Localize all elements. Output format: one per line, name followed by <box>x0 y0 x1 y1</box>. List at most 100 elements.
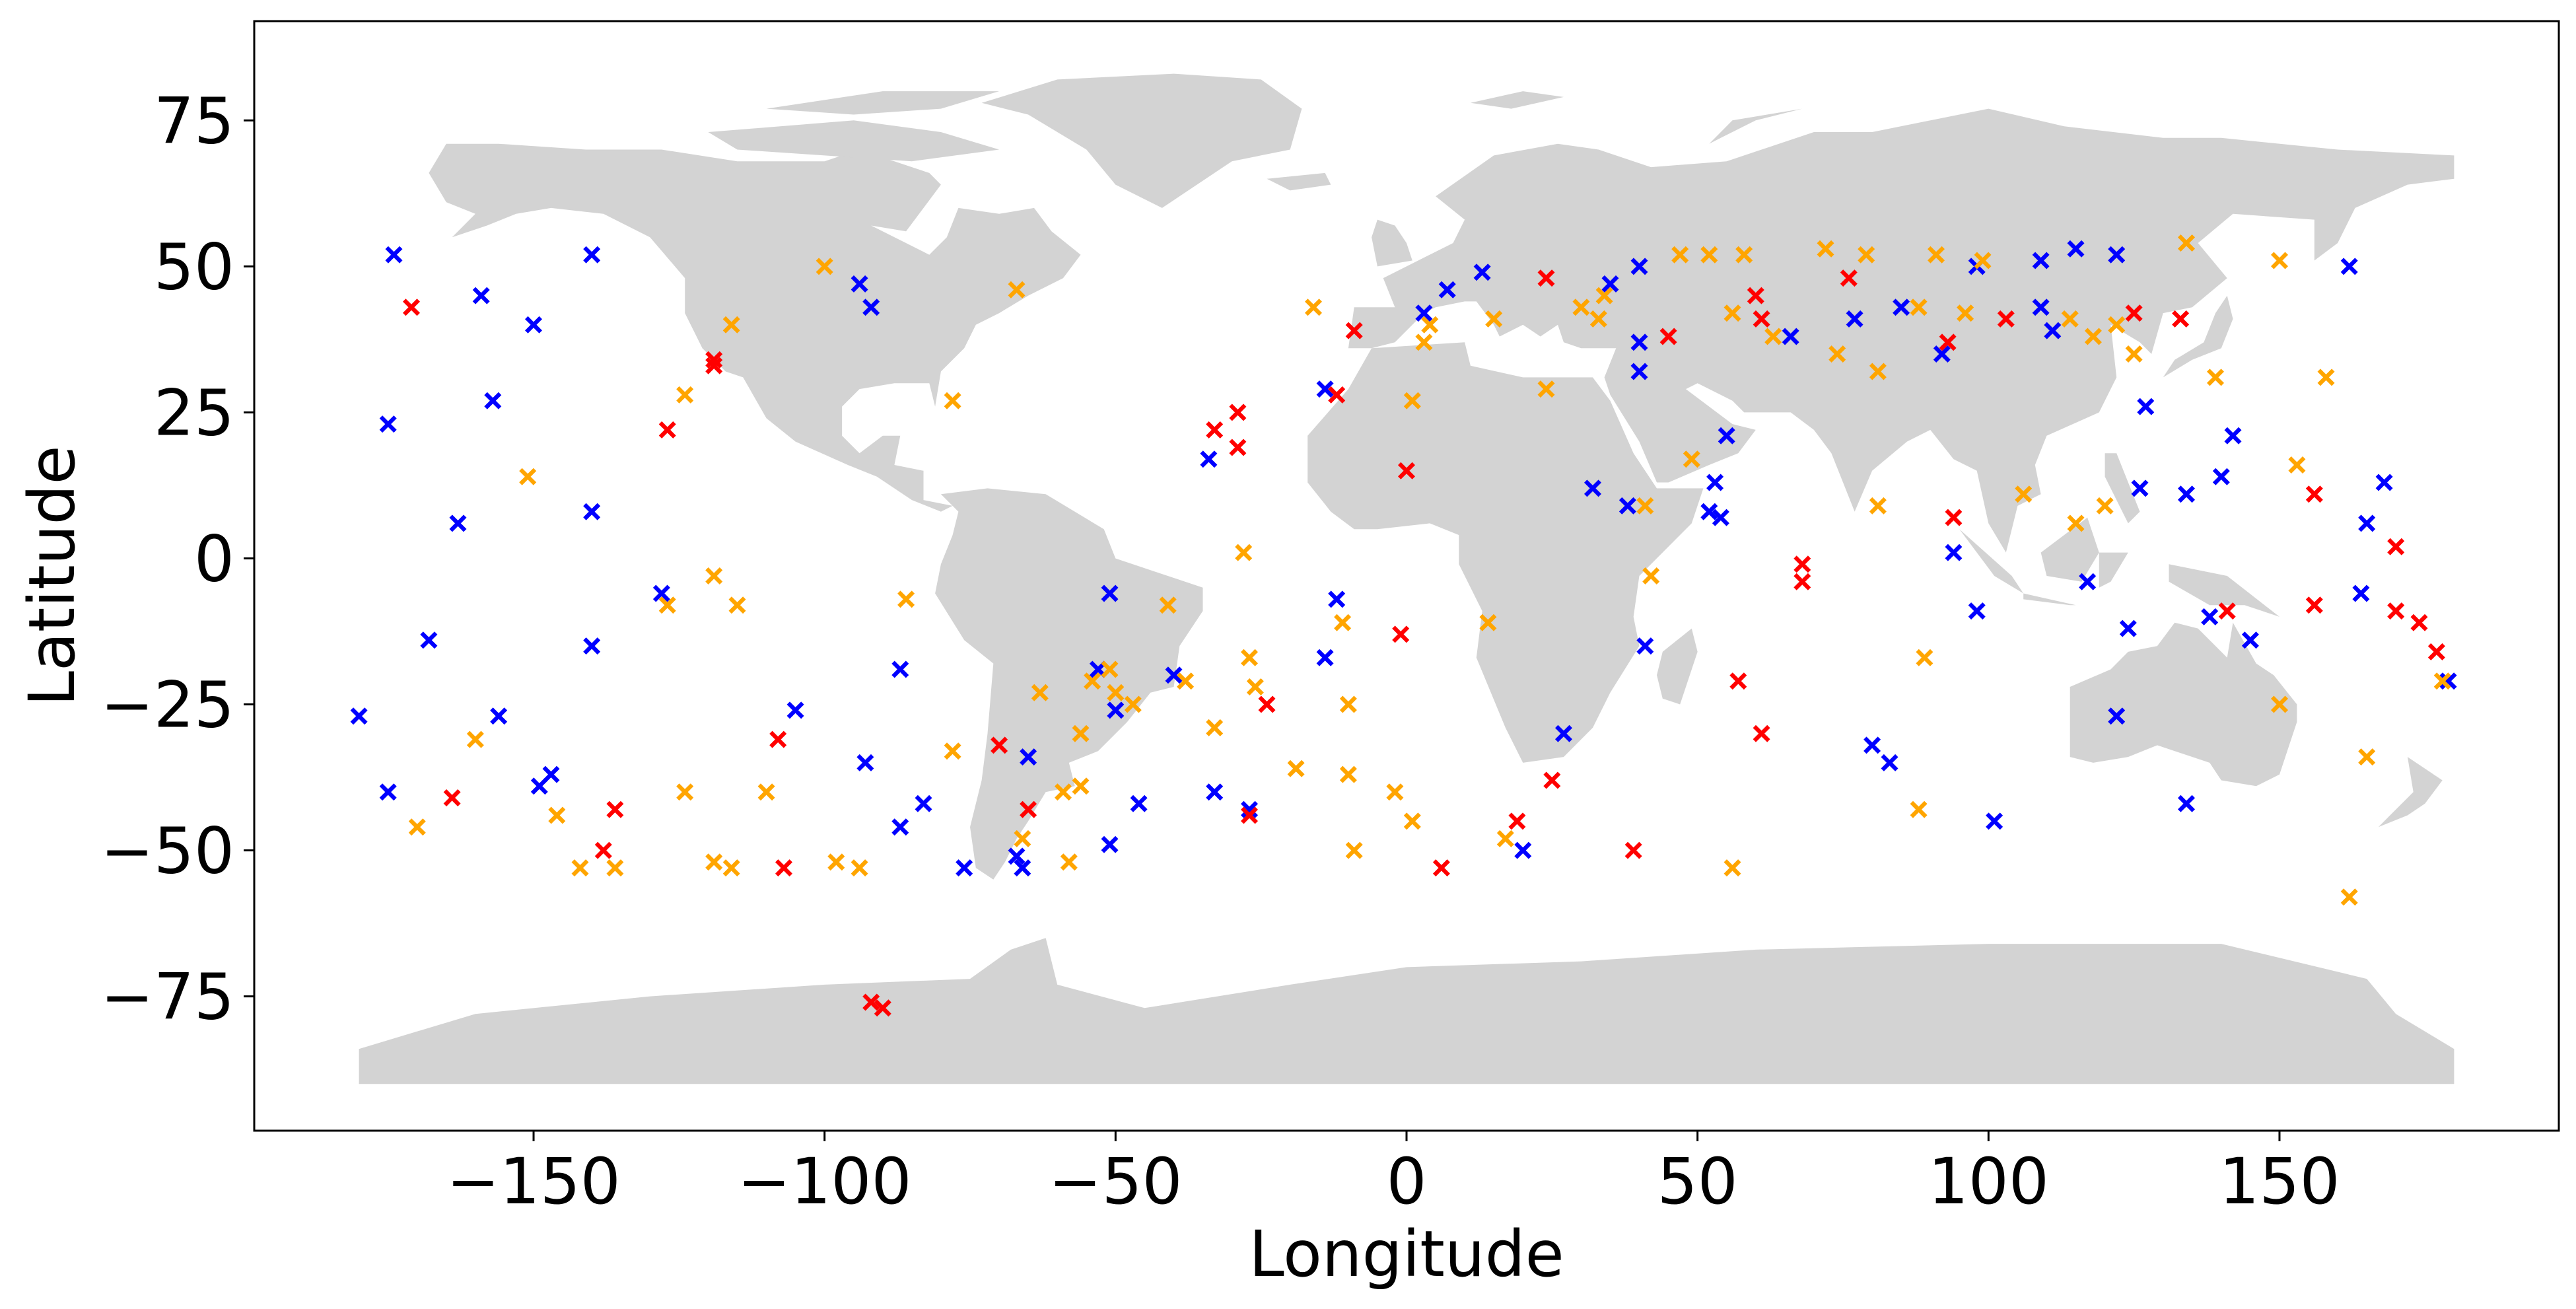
data-point-marker <box>1438 281 1456 299</box>
land-shape <box>2070 622 2297 787</box>
data-point-marker <box>542 765 560 783</box>
land-shape <box>1267 172 1331 191</box>
x-tick-label: 100 <box>1928 1145 2049 1219</box>
land-shape <box>359 938 2454 1084</box>
data-point-marker <box>472 287 490 304</box>
data-point-marker <box>1543 771 1561 789</box>
data-point-marker <box>676 783 694 801</box>
data-point-marker <box>1235 544 1253 561</box>
data-point-marker <box>379 783 397 801</box>
y-tick-label: −25 <box>100 668 234 742</box>
data-point-marker <box>1753 310 1770 328</box>
data-point-marker <box>2317 369 2335 386</box>
land-shape <box>2163 295 2233 378</box>
data-point-marker <box>2427 643 2445 660</box>
data-point-marker <box>2288 456 2306 474</box>
data-point-marker <box>1636 637 1654 655</box>
data-point-marker <box>1246 678 1264 695</box>
x-tick-label: 0 <box>1386 1145 1426 1219</box>
data-point-marker <box>1916 649 1933 666</box>
data-point-marker <box>606 800 624 818</box>
data-point-marker <box>1945 509 1963 526</box>
data-point-marker <box>1072 777 1090 795</box>
data-point-marker <box>1706 474 1724 491</box>
land-shape <box>981 73 1302 208</box>
data-point-marker <box>1584 479 1601 497</box>
data-point-marker <box>1782 328 1799 345</box>
data-point-marker <box>1072 725 1090 742</box>
land-shape <box>2099 552 2128 588</box>
data-point-marker <box>1589 310 1607 328</box>
land-shape <box>429 143 1081 512</box>
data-point-marker <box>897 590 915 608</box>
data-point-marker <box>652 584 670 602</box>
data-point-marker <box>722 316 740 334</box>
data-point-marker <box>1020 800 1037 818</box>
land-shape <box>1307 342 1704 763</box>
data-point-marker <box>1968 602 1986 620</box>
data-point-marker <box>1206 421 1224 439</box>
land-shape <box>1348 108 2454 553</box>
data-point-marker <box>1020 748 1037 766</box>
x-tick-label: −50 <box>1049 1145 1183 1219</box>
data-point-marker <box>2108 246 2126 264</box>
data-point-marker <box>2096 497 2114 514</box>
data-point-marker <box>658 421 676 439</box>
data-point-marker <box>2358 748 2376 766</box>
data-point-marker <box>2387 538 2405 555</box>
data-point-marker <box>1997 310 2015 328</box>
data-point-marker <box>2305 485 2323 503</box>
data-point-marker <box>2032 252 2050 269</box>
data-point-marker <box>1630 258 1648 275</box>
data-point-marker <box>827 853 845 871</box>
data-point-marker <box>583 637 601 655</box>
data-point-marker <box>1479 614 1497 631</box>
world-map-land <box>359 73 2454 1084</box>
data-point-marker <box>2108 707 2126 725</box>
data-point-marker <box>1537 380 1555 398</box>
data-point-marker <box>1893 299 1910 316</box>
data-point-marker <box>1910 299 1928 316</box>
data-point-marker <box>1659 328 1677 345</box>
data-point-marker <box>1496 830 1514 847</box>
data-point-marker <box>1159 596 1177 614</box>
data-point-marker <box>1055 783 1072 801</box>
data-point-marker <box>2340 888 2358 906</box>
data-point-marker <box>1881 754 1898 771</box>
land-shape <box>2378 757 2443 828</box>
data-point-marker <box>1165 666 1183 684</box>
data-point-marker <box>606 859 624 877</box>
data-point-marker <box>891 818 909 836</box>
data-point-marker <box>1101 660 1119 678</box>
data-point-marker <box>728 596 746 614</box>
data-point-marker <box>2352 584 2370 602</box>
data-point-marker <box>1945 544 1963 561</box>
y-tick-label: 50 <box>154 230 234 304</box>
data-point-marker <box>1753 725 1770 742</box>
scatter-markers <box>350 234 2457 1017</box>
data-point-marker <box>1339 765 1357 783</box>
data-point-marker <box>1718 427 1735 444</box>
data-point-marker <box>1723 304 1741 322</box>
data-point-marker <box>1793 573 1811 590</box>
data-point-marker <box>1869 363 1887 380</box>
data-point-marker <box>2340 258 2358 275</box>
data-point-marker <box>1683 450 1700 468</box>
data-point-marker <box>1328 590 1346 608</box>
data-point-marker <box>1630 363 1648 380</box>
data-point-marker <box>484 392 502 409</box>
data-point-marker <box>1840 269 1858 287</box>
data-point-marker <box>1630 334 1648 351</box>
data-point-marker <box>2119 619 2137 637</box>
data-point-marker <box>1537 269 1555 287</box>
data-point-marker <box>856 754 874 771</box>
data-point-marker <box>775 859 792 877</box>
data-point-marker <box>1415 334 1433 351</box>
data-point-marker <box>1910 800 1928 818</box>
data-point-marker <box>705 853 723 871</box>
y-axis-label: Latitude <box>15 445 89 706</box>
data-point-marker <box>1473 264 1491 281</box>
data-point-marker <box>571 859 589 877</box>
data-point-marker <box>1392 625 1410 643</box>
